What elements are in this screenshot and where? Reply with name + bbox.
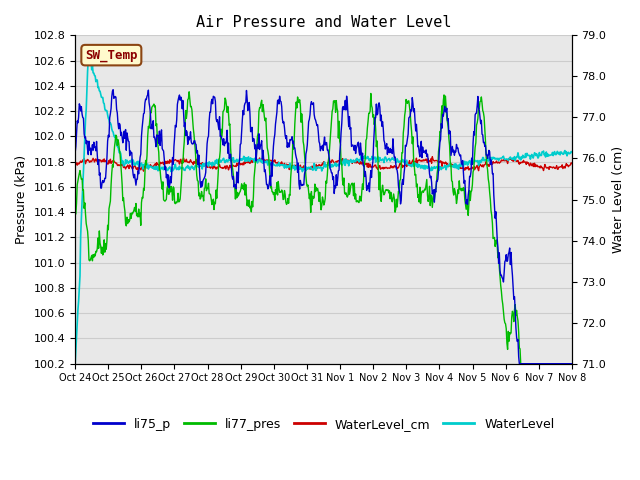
Legend: li75_p, li77_pres, WaterLevel_cm, WaterLevel: li75_p, li77_pres, WaterLevel_cm, WaterL…: [88, 413, 559, 436]
Title: Air Pressure and Water Level: Air Pressure and Water Level: [196, 15, 451, 30]
Y-axis label: Pressure (kPa): Pressure (kPa): [15, 155, 28, 244]
Text: SW_Temp: SW_Temp: [85, 48, 138, 61]
Y-axis label: Water Level (cm): Water Level (cm): [612, 146, 625, 253]
